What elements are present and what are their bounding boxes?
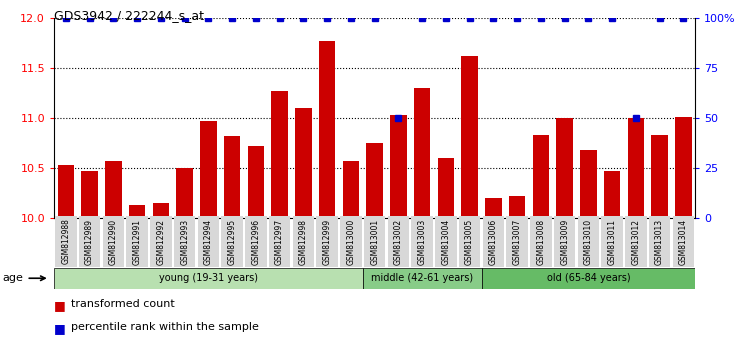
Text: GSM813007: GSM813007: [513, 218, 522, 265]
Bar: [461, 56, 478, 218]
Bar: [414, 88, 430, 218]
FancyBboxPatch shape: [292, 216, 314, 267]
Bar: [675, 117, 692, 218]
Text: GSM812988: GSM812988: [62, 218, 70, 264]
Text: GSM812997: GSM812997: [275, 218, 284, 265]
FancyBboxPatch shape: [459, 216, 480, 267]
Text: GSM813013: GSM813013: [656, 218, 664, 265]
Text: transformed count: transformed count: [71, 299, 175, 309]
Bar: [295, 108, 312, 218]
Bar: [152, 203, 170, 218]
FancyBboxPatch shape: [578, 216, 599, 267]
FancyBboxPatch shape: [174, 216, 195, 267]
Bar: [532, 135, 549, 218]
Bar: [224, 136, 241, 218]
Bar: [509, 196, 526, 218]
Text: GSM813003: GSM813003: [418, 218, 427, 265]
Text: percentile rank within the sample: percentile rank within the sample: [71, 322, 260, 332]
Bar: [81, 171, 98, 218]
Bar: [176, 168, 193, 218]
Text: GSM812999: GSM812999: [322, 218, 332, 265]
Text: old (65-84 years): old (65-84 years): [547, 273, 630, 283]
Text: GSM813008: GSM813008: [536, 218, 545, 265]
FancyBboxPatch shape: [435, 216, 457, 267]
FancyBboxPatch shape: [221, 216, 243, 267]
Text: GSM812995: GSM812995: [228, 218, 237, 265]
FancyBboxPatch shape: [103, 216, 124, 267]
Text: ■: ■: [54, 322, 66, 335]
FancyBboxPatch shape: [340, 216, 362, 267]
Text: GSM812998: GSM812998: [298, 218, 307, 264]
Text: GSM813010: GSM813010: [584, 218, 592, 265]
Text: GSM813000: GSM813000: [346, 218, 355, 265]
Bar: [200, 121, 217, 218]
Text: GDS3942 / 222244_s_at: GDS3942 / 222244_s_at: [54, 9, 204, 22]
FancyBboxPatch shape: [79, 216, 101, 267]
FancyBboxPatch shape: [649, 216, 670, 267]
Bar: [604, 171, 620, 218]
FancyBboxPatch shape: [506, 216, 528, 267]
Bar: [105, 161, 122, 218]
Bar: [437, 158, 454, 218]
FancyBboxPatch shape: [363, 268, 482, 289]
Bar: [272, 91, 288, 218]
Text: middle (42-61 years): middle (42-61 years): [371, 273, 473, 283]
Text: GSM812989: GSM812989: [85, 218, 94, 264]
FancyBboxPatch shape: [388, 216, 409, 267]
Bar: [58, 165, 74, 218]
Text: GSM812996: GSM812996: [251, 218, 260, 265]
Text: GSM812993: GSM812993: [180, 218, 189, 265]
Bar: [580, 150, 597, 218]
Text: GSM813001: GSM813001: [370, 218, 379, 265]
Text: age: age: [3, 273, 45, 283]
FancyBboxPatch shape: [56, 216, 76, 267]
Bar: [390, 115, 406, 218]
FancyBboxPatch shape: [127, 216, 148, 267]
Text: GSM813011: GSM813011: [608, 218, 616, 264]
Text: GSM813014: GSM813014: [679, 218, 688, 265]
Bar: [129, 205, 146, 218]
FancyBboxPatch shape: [269, 216, 290, 267]
Text: GSM813005: GSM813005: [465, 218, 474, 265]
FancyBboxPatch shape: [626, 216, 646, 267]
Bar: [485, 198, 502, 218]
Text: GSM813004: GSM813004: [441, 218, 450, 265]
Bar: [366, 143, 383, 218]
Text: young (19-31 years): young (19-31 years): [159, 273, 258, 283]
FancyBboxPatch shape: [602, 216, 622, 267]
Bar: [248, 146, 264, 218]
FancyBboxPatch shape: [198, 216, 219, 267]
FancyBboxPatch shape: [673, 216, 694, 267]
FancyBboxPatch shape: [530, 216, 551, 267]
FancyBboxPatch shape: [316, 216, 338, 267]
Text: GSM812994: GSM812994: [204, 218, 213, 265]
FancyBboxPatch shape: [554, 216, 575, 267]
FancyBboxPatch shape: [412, 216, 433, 267]
Text: GSM813002: GSM813002: [394, 218, 403, 265]
Text: GSM813006: GSM813006: [489, 218, 498, 265]
Text: GSM812990: GSM812990: [109, 218, 118, 265]
Bar: [319, 41, 335, 218]
Text: GSM813012: GSM813012: [632, 218, 640, 264]
FancyBboxPatch shape: [245, 216, 266, 267]
FancyBboxPatch shape: [482, 268, 695, 289]
Text: GSM812991: GSM812991: [133, 218, 142, 264]
Bar: [556, 118, 573, 218]
Bar: [628, 118, 644, 218]
Bar: [343, 161, 359, 218]
FancyBboxPatch shape: [54, 268, 363, 289]
FancyBboxPatch shape: [150, 216, 172, 267]
FancyBboxPatch shape: [483, 216, 504, 267]
Text: GSM812992: GSM812992: [156, 218, 165, 264]
FancyBboxPatch shape: [364, 216, 386, 267]
Text: ■: ■: [54, 299, 66, 312]
Bar: [651, 135, 668, 218]
Text: GSM813009: GSM813009: [560, 218, 569, 265]
